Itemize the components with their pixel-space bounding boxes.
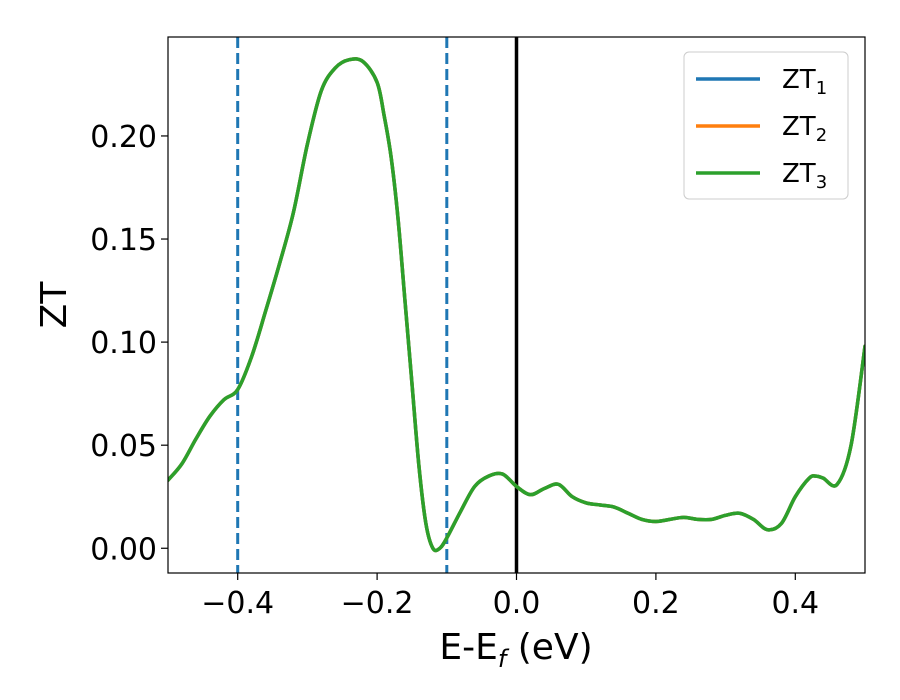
series-lines <box>168 57 865 553</box>
y-tick-label: 0.05 <box>90 429 157 464</box>
legend-label-2: ZT2 <box>782 112 827 146</box>
legend-label-1: ZT1 <box>782 65 827 99</box>
x-tick-label: −0.4 <box>201 586 274 621</box>
legend-label-base: ZT <box>782 112 816 142</box>
x-axis-title-unit: (eV) <box>506 627 592 668</box>
legend-label-base: ZT <box>782 159 816 189</box>
y-tick-label: 0.00 <box>90 532 157 567</box>
y-tick-label: 0.15 <box>90 223 157 258</box>
series-line-3 <box>168 57 865 553</box>
y-tick-label: 0.10 <box>90 326 157 361</box>
y-tick-label: 0.20 <box>90 120 157 155</box>
x-tick-label: −0.2 <box>341 586 414 621</box>
legend-label-subscript: 1 <box>816 78 827 99</box>
x-axis-ticks: −0.4 −0.2 0.0 0.2 0.4 <box>201 573 819 621</box>
x-tick-label: 0.0 <box>493 586 541 621</box>
legend-label-subscript: 2 <box>816 125 827 146</box>
legend-label-subscript: 3 <box>816 172 827 193</box>
legend-label-3: ZT3 <box>782 159 827 193</box>
x-axis-title-main: E-E <box>439 627 497 668</box>
reference-lines <box>236 37 519 573</box>
x-axis-title: E-Ef (eV) <box>439 627 592 673</box>
y-axis-ticks: 0.00 0.05 0.10 0.15 0.20 <box>90 120 168 567</box>
x-tick-label: 0.4 <box>771 586 819 621</box>
y-axis-title: ZT <box>34 281 75 329</box>
legend-label-base: ZT <box>782 65 816 95</box>
legend-frame <box>683 51 849 200</box>
x-tick-label: 0.2 <box>632 586 680 621</box>
